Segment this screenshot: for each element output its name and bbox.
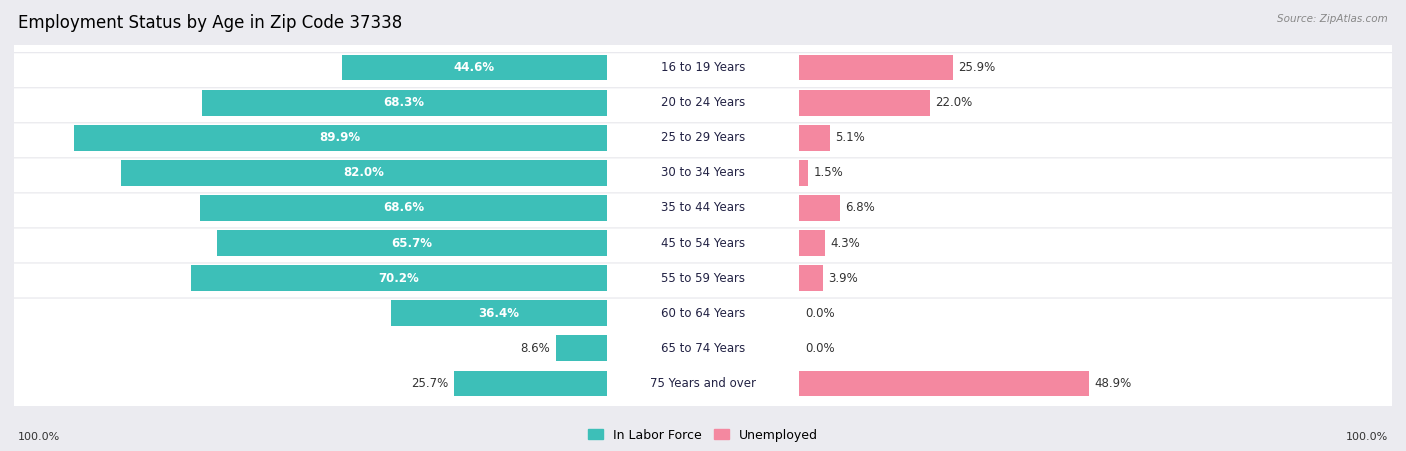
Bar <box>391 300 606 326</box>
FancyBboxPatch shape <box>0 158 1406 328</box>
Bar <box>800 371 1090 396</box>
FancyBboxPatch shape <box>0 123 1406 293</box>
Text: 68.3%: 68.3% <box>384 97 425 110</box>
Text: 65 to 74 Years: 65 to 74 Years <box>661 341 745 354</box>
Bar <box>800 230 825 256</box>
Text: 25.9%: 25.9% <box>959 61 995 74</box>
Text: 60 to 64 Years: 60 to 64 Years <box>661 307 745 320</box>
FancyBboxPatch shape <box>0 193 1406 363</box>
Bar <box>75 125 606 151</box>
Text: 55 to 59 Years: 55 to 59 Years <box>661 272 745 285</box>
Bar <box>800 266 823 290</box>
Text: 1.5%: 1.5% <box>814 166 844 179</box>
Bar <box>800 195 839 221</box>
Text: Employment Status by Age in Zip Code 37338: Employment Status by Age in Zip Code 373… <box>18 14 402 32</box>
Text: 20 to 24 Years: 20 to 24 Years <box>661 97 745 110</box>
Bar <box>218 230 606 256</box>
Bar <box>800 125 830 151</box>
Bar <box>200 195 606 221</box>
FancyBboxPatch shape <box>0 263 1406 433</box>
Text: 25.7%: 25.7% <box>412 377 449 390</box>
Legend: In Labor Force, Unemployed: In Labor Force, Unemployed <box>583 423 823 446</box>
FancyBboxPatch shape <box>0 88 1406 258</box>
Text: 45 to 54 Years: 45 to 54 Years <box>661 236 745 249</box>
Text: 70.2%: 70.2% <box>378 272 419 285</box>
Text: 36.4%: 36.4% <box>478 307 519 320</box>
Text: 3.9%: 3.9% <box>828 272 858 285</box>
Text: 30 to 34 Years: 30 to 34 Years <box>661 166 745 179</box>
Text: 22.0%: 22.0% <box>935 97 973 110</box>
Text: 65.7%: 65.7% <box>391 236 433 249</box>
Text: 0.0%: 0.0% <box>806 341 835 354</box>
Text: 68.6%: 68.6% <box>382 202 423 215</box>
Text: 82.0%: 82.0% <box>343 166 384 179</box>
FancyBboxPatch shape <box>0 228 1406 398</box>
Bar <box>555 336 606 361</box>
Text: 8.6%: 8.6% <box>520 341 550 354</box>
Text: 25 to 29 Years: 25 to 29 Years <box>661 131 745 144</box>
Bar <box>800 161 808 185</box>
Text: 35 to 44 Years: 35 to 44 Years <box>661 202 745 215</box>
Text: 44.6%: 44.6% <box>454 61 495 74</box>
Bar <box>202 90 606 115</box>
FancyBboxPatch shape <box>0 298 1406 451</box>
Bar <box>121 161 606 185</box>
Text: 48.9%: 48.9% <box>1095 377 1132 390</box>
Text: 100.0%: 100.0% <box>18 432 60 442</box>
FancyBboxPatch shape <box>0 53 1406 223</box>
Text: 5.1%: 5.1% <box>835 131 865 144</box>
Text: 4.3%: 4.3% <box>831 236 860 249</box>
Text: Source: ZipAtlas.com: Source: ZipAtlas.com <box>1277 14 1388 23</box>
Bar <box>191 266 606 290</box>
FancyBboxPatch shape <box>0 18 1406 188</box>
Bar <box>800 55 953 80</box>
Bar <box>800 90 929 115</box>
Bar <box>342 55 606 80</box>
Text: 0.0%: 0.0% <box>806 307 835 320</box>
FancyBboxPatch shape <box>0 0 1406 153</box>
Text: 6.8%: 6.8% <box>845 202 875 215</box>
Text: 89.9%: 89.9% <box>319 131 361 144</box>
Bar <box>454 371 606 396</box>
Text: 100.0%: 100.0% <box>1346 432 1388 442</box>
Text: 75 Years and over: 75 Years and over <box>650 377 756 390</box>
Text: 16 to 19 Years: 16 to 19 Years <box>661 61 745 74</box>
